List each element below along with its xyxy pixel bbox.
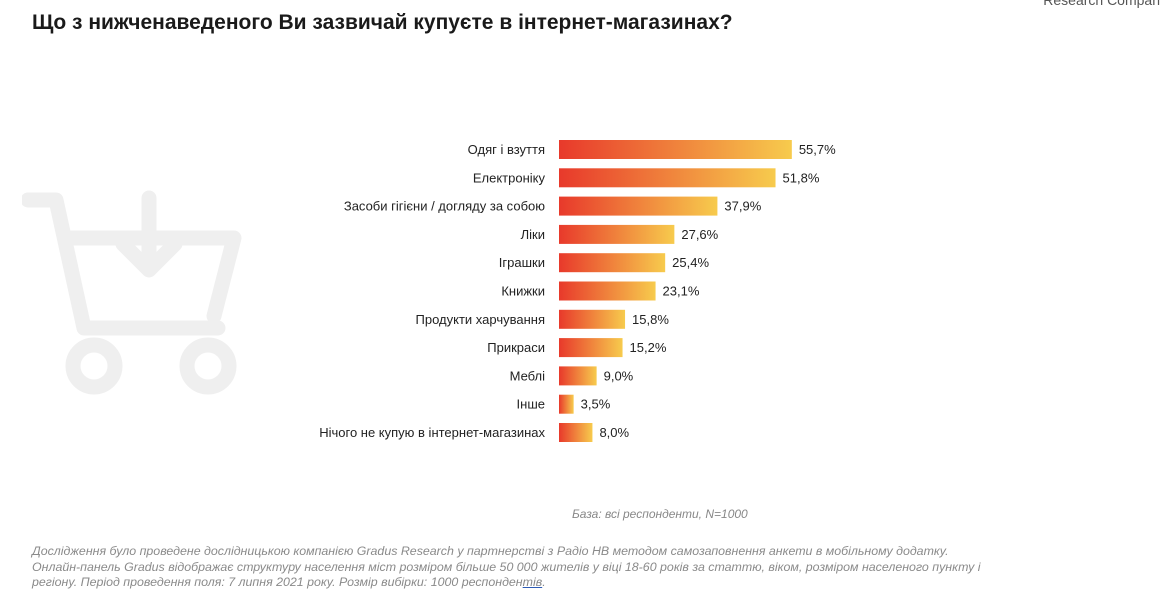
bar [559, 366, 597, 386]
methodology-note: Дослідження було проведене дослідницькою… [32, 544, 1082, 591]
bar [559, 196, 718, 216]
category-label: Продукти харчування [416, 312, 545, 327]
value-label: 25,4% [672, 255, 709, 270]
category-label: Засоби гігієни / догляду за собою [344, 199, 545, 214]
value-label: 15,2% [630, 340, 667, 355]
brand-name: Research Compan [1043, 0, 1160, 8]
methodology-line: регіону. Період проведення поля: 7 липня… [32, 575, 546, 589]
value-label: 9,0% [604, 368, 634, 383]
base-note: База: всі респонденти, N=1000 [572, 507, 748, 521]
category-label: Книжки [501, 284, 545, 299]
category-label: Електроніку [473, 170, 546, 185]
value-label: 27,6% [681, 227, 718, 242]
bar-chart: Одяг і взуття 55,7% Електроніку 51,8% Засоби… [319, 140, 836, 442]
bar [559, 309, 626, 329]
value-label: 15,8% [632, 312, 669, 327]
category-label: Інше [517, 397, 545, 412]
methodology-line: Дослідження було проведене дослідницькою… [32, 544, 949, 558]
bar [559, 140, 792, 159]
category-label: Іграшки [499, 255, 545, 270]
bar [559, 168, 776, 188]
value-label: 8,0% [599, 425, 629, 440]
bar [559, 281, 656, 301]
value-label: 3,5% [581, 397, 611, 412]
value-label: 55,7% [799, 142, 836, 157]
page-title: Що з нижченаведеного Ви зазвичай купуєте… [32, 11, 733, 34]
shopping-cart-download-icon [22, 190, 242, 395]
underlined-word: тів [522, 575, 543, 589]
methodology-line: Онлайн-панель Gradus відображає структур… [32, 559, 981, 574]
bar [559, 423, 593, 442]
value-label: 23,1% [663, 284, 700, 299]
bar [559, 253, 666, 273]
category-label: Одяг і взуття [468, 142, 545, 157]
category-label: Меблі [510, 368, 546, 383]
category-label: Прикраси [487, 340, 545, 355]
bar [559, 224, 675, 244]
value-label: 37,9% [724, 199, 761, 214]
category-label: Нічого не купую в інтернет-магазинах [319, 425, 545, 440]
bar [559, 338, 623, 358]
bar [559, 394, 574, 414]
value-label: 51,8% [783, 170, 820, 185]
category-label: Ліки [521, 227, 545, 242]
